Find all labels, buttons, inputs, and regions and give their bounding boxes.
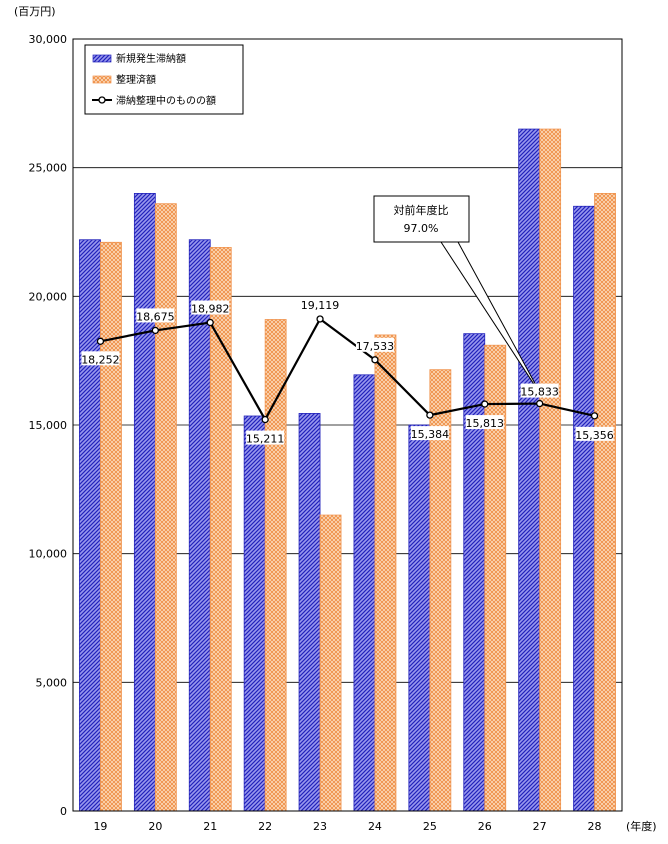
bar-settled-28	[594, 192, 616, 812]
plot-frame	[72, 38, 623, 812]
line-point-20	[151, 326, 160, 335]
line-point-22	[261, 415, 269, 424]
axes	[72, 38, 623, 812]
line-point-25	[426, 411, 434, 419]
line-point-26	[481, 400, 489, 408]
x-tick-label: 19	[93, 820, 107, 833]
line-point-28	[590, 412, 599, 420]
annotation-box	[373, 195, 470, 243]
y-unit-label: (百万円)	[14, 5, 56, 18]
bar-new-22	[243, 415, 266, 812]
bar-new-19	[79, 239, 101, 812]
line-series	[96, 315, 599, 424]
y-tick-label: 25,000	[29, 162, 68, 175]
legend-line-marker	[98, 96, 106, 104]
data-label-bg	[191, 300, 230, 315]
bar-new-23	[298, 413, 321, 812]
legend-label-settled: 整理済額	[116, 73, 156, 86]
data-label-bg	[301, 297, 340, 312]
y-tick-labels: 0 5,000 10,000 15,000 20,000 25,000 30,000	[29, 33, 68, 818]
x-tick-label: 23	[313, 820, 327, 833]
data-label-bg	[520, 383, 559, 398]
bar-settled-23	[319, 514, 342, 812]
x-tick-label: 28	[588, 820, 602, 833]
line-point-23	[316, 315, 324, 323]
data-label-bg	[575, 426, 614, 441]
bar-settled-19	[100, 241, 122, 812]
x-tick-label: 21	[203, 820, 217, 833]
data-label-bg	[355, 337, 394, 352]
bar-new-20	[133, 192, 156, 812]
bar-settled-24	[374, 334, 397, 812]
data-label-25: 15,384	[411, 428, 450, 441]
x-tick-label: 25	[423, 820, 437, 833]
line-point-24	[371, 356, 379, 364]
data-label-bg	[246, 430, 285, 445]
data-label-21: 18,982	[191, 303, 230, 316]
y-tick-label: 15,000	[29, 419, 68, 432]
bars	[79, 128, 616, 812]
bar-new-27	[518, 128, 541, 812]
x-tick-label: 22	[258, 820, 272, 833]
x-tick-label: 26	[478, 820, 492, 833]
annotation-callout: 対前年度比 97.0%	[373, 195, 544, 398]
legend-label-line: 滞納整理中のものの額	[116, 94, 216, 107]
data-label-27: 15,833	[520, 386, 559, 399]
y-tick-label: 0	[60, 805, 67, 818]
x-tick-label: 20	[148, 820, 162, 833]
line-data-labels: 18,252 18,675 18,982 15,211 19,119 17,533 15,3…	[81, 297, 614, 446]
x-unit-label: (年度)	[626, 819, 657, 833]
y-tick-label: 5,000	[36, 676, 68, 689]
data-label-19: 18,252	[81, 353, 120, 366]
x-tick-labels: 19 20 21 22 23 24 25 26 27 28	[93, 820, 601, 833]
y-tick-label: 10,000	[29, 548, 68, 561]
data-label-bg	[81, 351, 120, 366]
line-path	[100, 317, 595, 422]
legend-swatch-settled	[92, 75, 112, 84]
annotation-line2: 97.0%	[404, 222, 439, 235]
x-tick-label: 24	[368, 820, 382, 833]
data-label-bg	[136, 308, 175, 323]
data-label-22: 15,211	[246, 433, 285, 446]
bar-settled-22	[264, 319, 287, 812]
legend: 新規発生滞納額 整理済額 滞納整理中のものの額	[84, 44, 244, 115]
data-label-bg	[410, 426, 449, 441]
y-tick-label: 20,000	[29, 290, 68, 303]
bar-new-25	[408, 424, 431, 812]
line-point-19	[96, 337, 105, 345]
x-tick-label: 27	[533, 820, 547, 833]
data-label-26: 15,813	[466, 417, 505, 430]
data-label-23: 19,119	[301, 299, 340, 312]
y-tick-label: 30,000	[29, 33, 68, 46]
bar-settled-20	[154, 203, 177, 812]
bar-settled-21	[209, 247, 232, 812]
bar-new-28	[573, 205, 595, 812]
line-point-21	[206, 318, 214, 327]
legend-label-new: 新規発生滞納額	[116, 52, 186, 65]
data-label-bg	[465, 415, 504, 430]
bar-settled-27	[539, 128, 562, 812]
line-point-27	[536, 399, 544, 408]
data-label-24: 17,533	[356, 340, 395, 353]
data-label-28: 15,356	[575, 429, 614, 442]
data-label-20: 18,675	[136, 310, 175, 323]
bar-new-24	[353, 374, 376, 812]
annotation-line1: 対前年度比	[394, 203, 449, 217]
legend-swatch-new	[92, 54, 112, 63]
